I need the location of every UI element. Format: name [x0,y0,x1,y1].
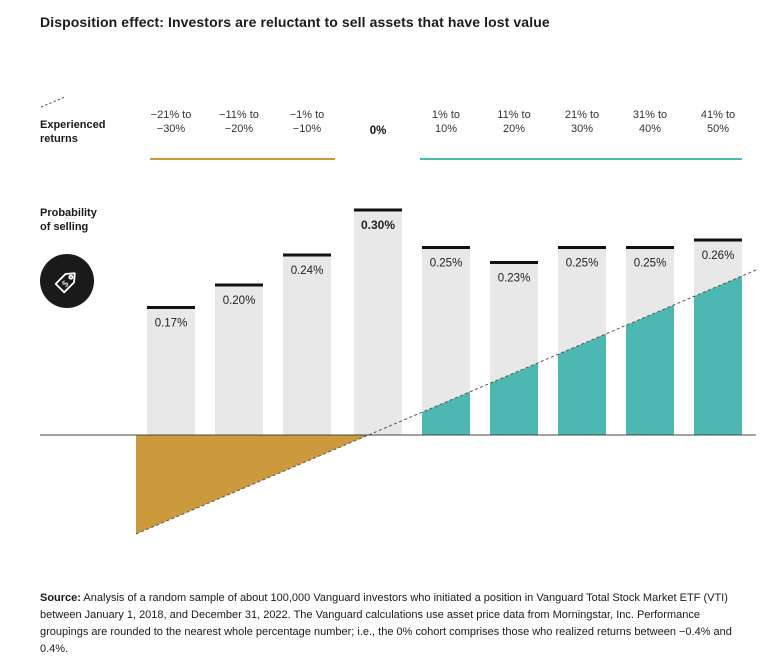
gain-bracket [420,158,742,160]
category-label: −21% to −30% [150,109,192,135]
bar [215,285,263,435]
bar-cap [694,238,742,242]
bar [283,255,331,435]
gain-area [558,333,606,435]
experienced-returns-label: Experienced returns [40,119,106,145]
bar [147,307,195,435]
chart-plot-area: 0.17% 0.20% 0.24% 0.30% 0.25% 0.23% 0.25% 0.25%… [40,208,757,535]
gain-area [694,275,742,435]
category-label: 0% [369,125,387,137]
bar-value-label: 0.23% [498,273,531,285]
source-text: Analysis of a random sample of about 100… [40,592,732,655]
bar-cap [490,261,538,264]
bar-cap [147,306,195,309]
category-label: 31% to 40% [632,109,668,135]
category-label: 41% to 50% [700,109,736,135]
category-label: −11% to −20% [219,109,259,135]
probability-of-selling-label: Probability of selling [40,207,97,233]
gain-area [490,362,538,435]
source-note: Source: Analysis of a random sample of a… [40,590,740,658]
returns-trend-line [135,269,757,535]
price-tag-icon: $ [40,254,94,308]
category-label: −1% to −10% [289,109,325,135]
loss-bracket [150,158,335,160]
bar-value-label: 0.30% [361,218,395,232]
bar-cap [354,208,402,212]
gain-area [422,391,470,435]
bar-cap [215,283,263,287]
chart-title: Disposition effect: Investors are reluct… [40,14,550,30]
source-label: Source: [40,592,81,604]
category-label: 11% to 20% [497,109,531,135]
bar-value-label: 0.25% [634,258,667,270]
bar-value-label: 0.26% [702,250,735,262]
gain-area [626,304,674,435]
bar-cap [626,246,674,249]
svg-text:$: $ [60,279,71,290]
bar-cap [422,246,470,249]
bar-value-label: 0.25% [566,258,599,270]
bar-value-label: 0.17% [155,318,188,330]
bar-value-label: 0.24% [291,265,324,277]
bar-cap [283,253,331,257]
category-label: 1% to 10% [431,109,461,135]
bar [354,210,402,435]
bar-value-label: 0.20% [223,295,256,307]
bar-cap [558,246,606,249]
category-label: 21% to 30% [564,109,600,135]
bar-value-label: 0.25% [430,258,463,270]
